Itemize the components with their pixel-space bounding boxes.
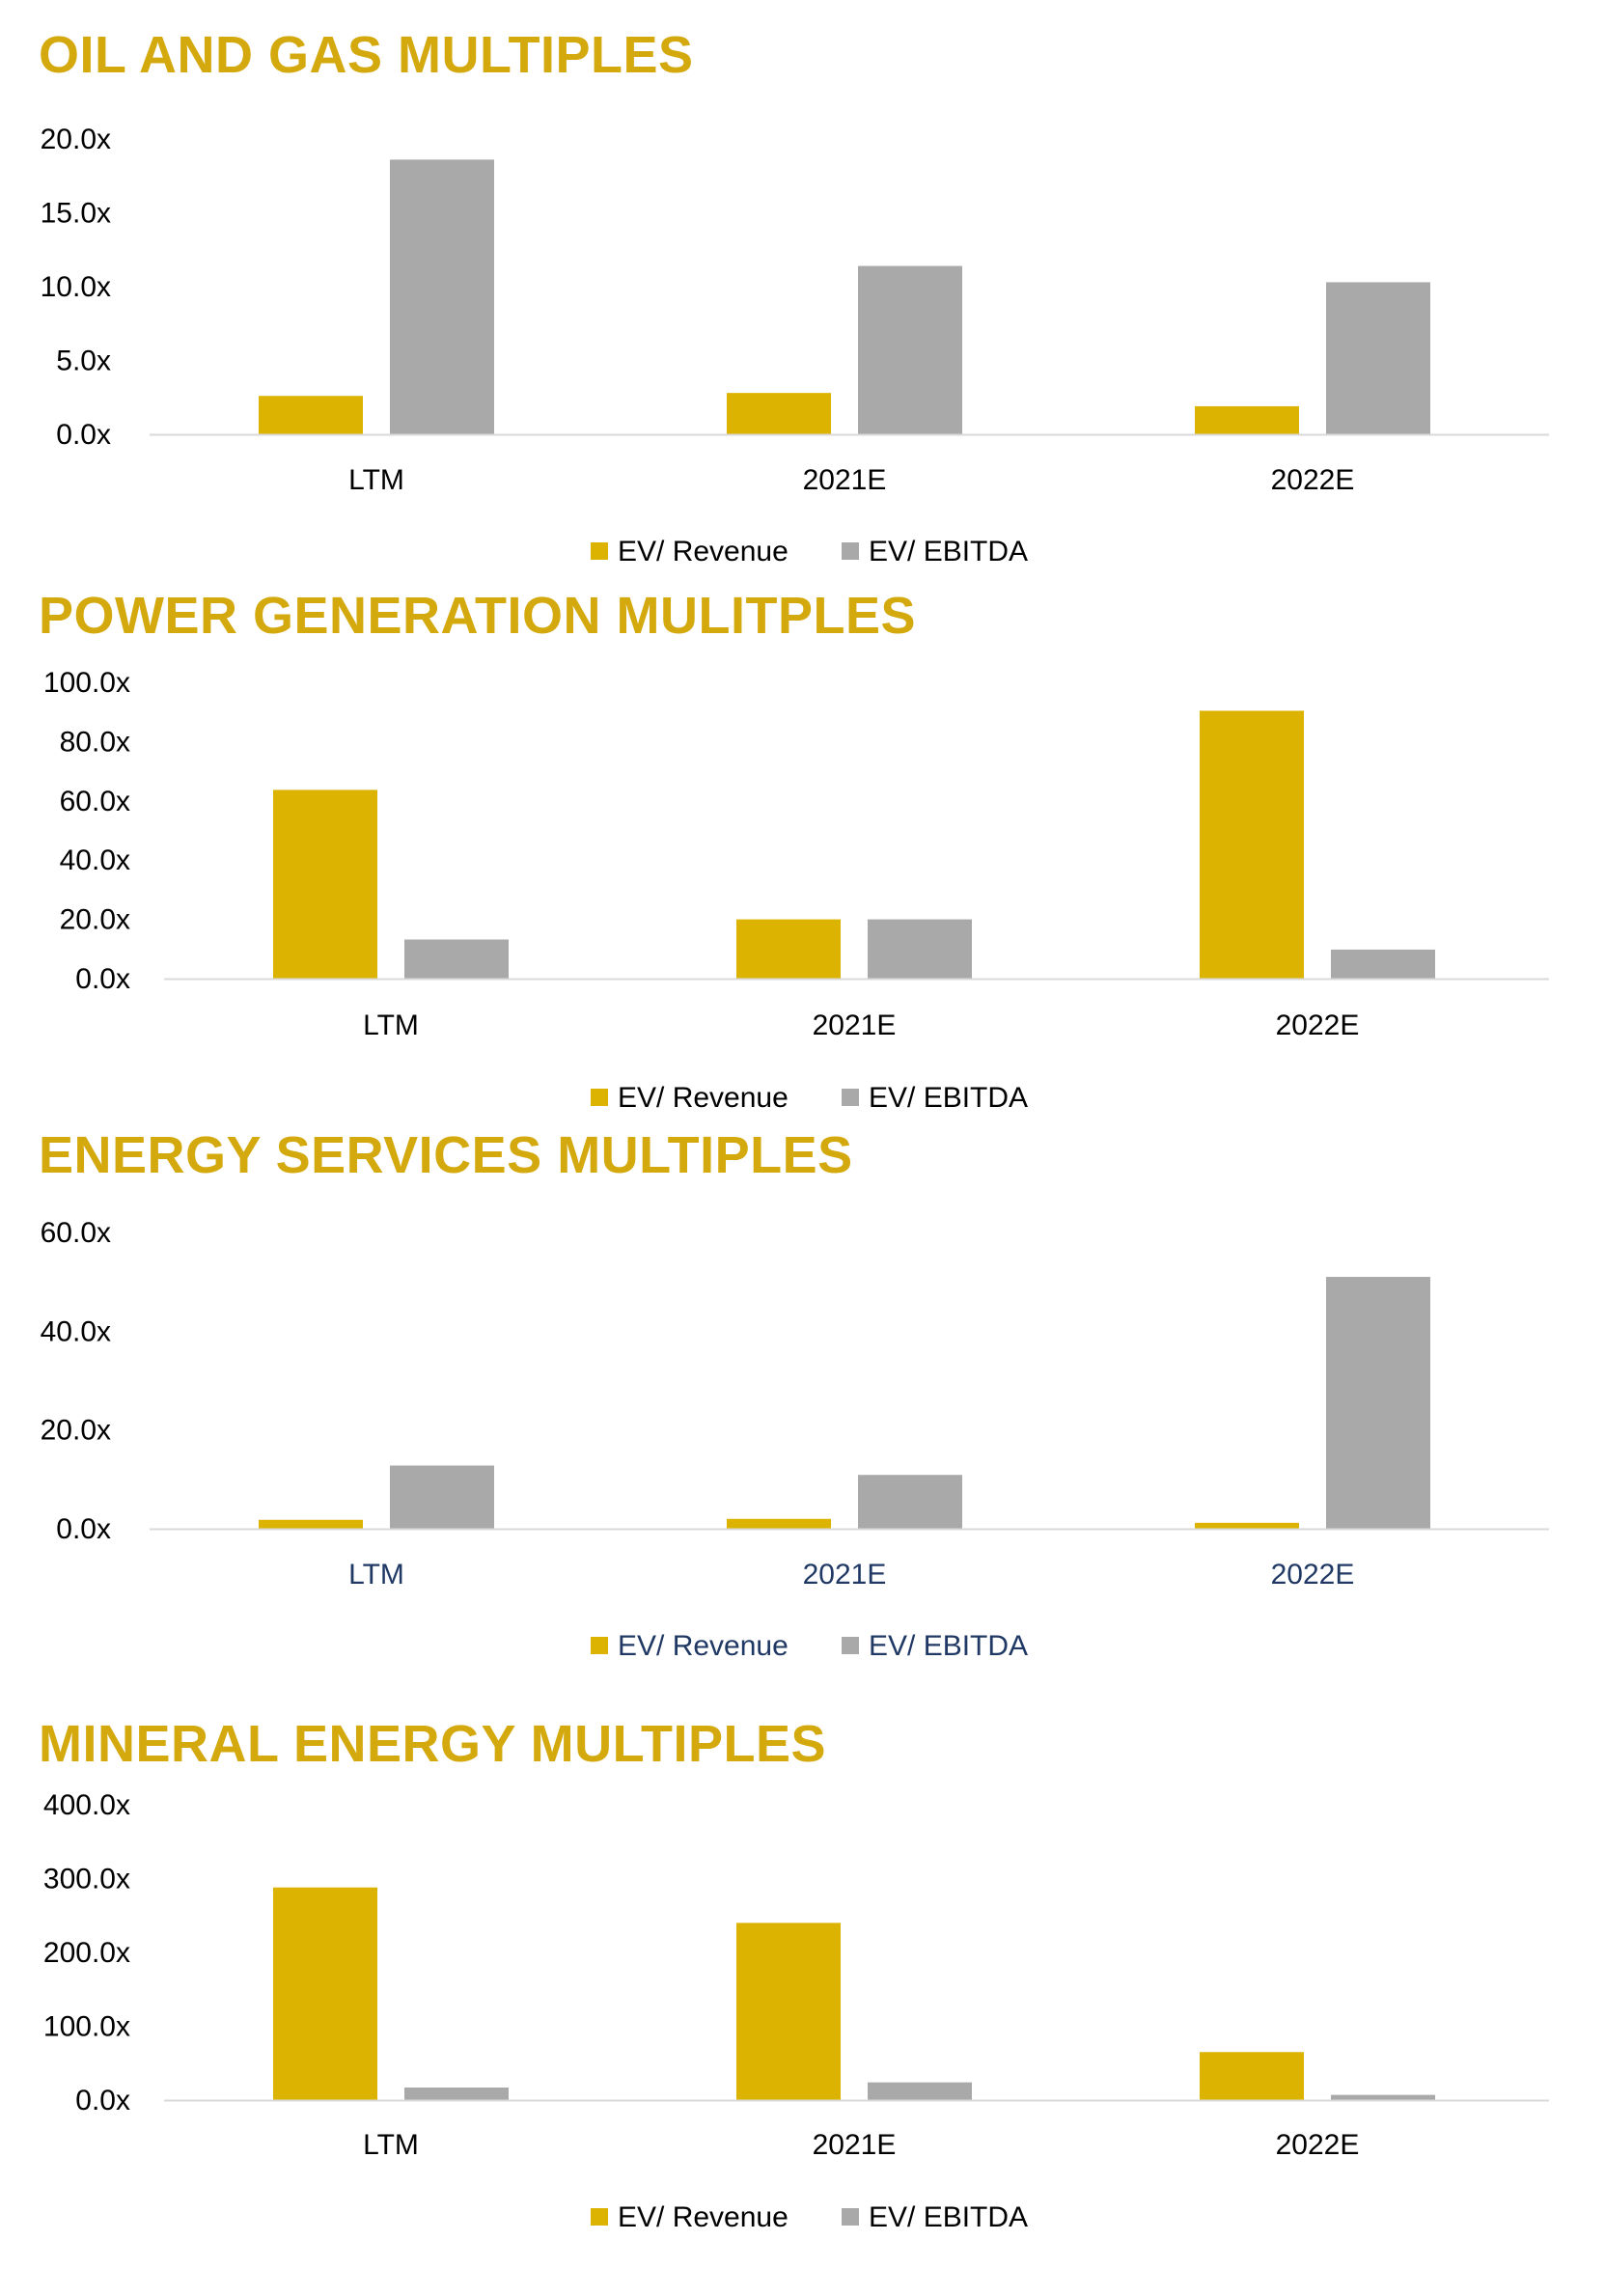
x-category-label: 2022E: [1276, 2129, 1360, 2161]
oil-gas-multiples-chart: 0.0x 5.0x 10.0x 15.0x 20.0x LTM 2021E 2022E EV/ …: [41, 124, 1549, 567]
legend-swatch: [591, 1637, 608, 1654]
bar-ev-revenue-2022e: [1200, 2052, 1304, 2100]
chart-title-oil-gas: OIL AND GAS MULTIPLES: [39, 26, 694, 84]
legend-label: EV/ Revenue: [618, 2201, 789, 2233]
bar-ev-ebitda-ltm: [404, 939, 509, 979]
bar-ev-revenue-2021e: [736, 919, 841, 979]
legend-label: EV/ Revenue: [618, 536, 789, 567]
x-category-label: LTM: [363, 2129, 419, 2161]
legend-label: EV/ EBITDA: [869, 1630, 1028, 1662]
y-tick-label: 5.0x: [56, 346, 111, 377]
legend-swatch: [591, 2208, 608, 2226]
legend-label: EV/ Revenue: [618, 1082, 789, 1114]
chart-title-mineral-energy: MINERAL ENERGY MULTIPLES: [39, 1715, 827, 1773]
x-category-label: 2021E: [813, 1010, 897, 1041]
bar-ev-ebitda-ltm: [404, 2087, 509, 2100]
x-category-label: 2021E: [803, 1559, 887, 1591]
y-tick-label: 40.0x: [60, 844, 130, 876]
y-tick-label: 20.0x: [41, 124, 111, 155]
bar-ev-ebitda-2021e: [868, 2082, 972, 2100]
y-tick-label: 0.0x: [75, 963, 130, 995]
bar-ev-revenue-2022e: [1195, 405, 1299, 434]
bar-ev-ebitda-2021e: [858, 1475, 962, 1529]
legend-swatch: [591, 1089, 608, 1106]
y-tick-label: 200.0x: [43, 1937, 130, 1969]
x-category-label: 2022E: [1271, 464, 1355, 496]
bar-ev-revenue-2021e: [727, 1518, 831, 1529]
y-tick-label: 60.0x: [60, 786, 130, 817]
y-tick-label: 20.0x: [60, 904, 130, 936]
y-tick-label: 15.0x: [41, 198, 111, 230]
y-tick-label: 40.0x: [41, 1315, 111, 1347]
legend-swatch: [842, 2208, 859, 2226]
x-category-label: LTM: [348, 464, 404, 496]
bar-ev-ebitda-2022e: [1331, 2094, 1435, 2100]
y-tick-label: 20.0x: [41, 1415, 111, 1447]
legend-swatch: [591, 542, 608, 560]
legend-label: EV/ EBITDA: [869, 1082, 1028, 1114]
legend-swatch: [842, 1637, 859, 1654]
legend-label: EV/ Revenue: [618, 1630, 789, 1662]
bar-ev-revenue-2022e: [1195, 1522, 1299, 1529]
mineral-energy-multiples-chart: 0.0x 100.0x 200.0x 300.0x 400.0x LTM 2021E 2022…: [43, 1789, 1549, 2233]
bar-ev-ebitda-2021e: [858, 265, 962, 434]
y-tick-label: 100.0x: [43, 2011, 130, 2043]
y-tick-label: 10.0x: [41, 271, 111, 303]
legend-swatch: [842, 1089, 859, 1106]
bar-ev-revenue-ltm: [273, 1887, 377, 2100]
y-tick-label: 60.0x: [41, 1217, 111, 1249]
chart-title-energy-services: ENERGY SERVICES MULTIPLES: [39, 1126, 853, 1184]
y-tick-label: 400.0x: [43, 1789, 130, 1821]
bar-ev-revenue-2021e: [736, 1923, 841, 2100]
x-category-label: 2021E: [813, 2129, 897, 2161]
bar-ev-revenue-ltm: [259, 1519, 363, 1529]
x-category-label: 2022E: [1271, 1559, 1355, 1591]
bar-ev-revenue-ltm: [273, 789, 377, 979]
y-tick-label: 100.0x: [43, 667, 130, 699]
x-category-label: 2022E: [1276, 1010, 1360, 1041]
x-category-label: LTM: [363, 1010, 419, 1041]
legend-label: EV/ EBITDA: [869, 2201, 1028, 2233]
y-tick-label: 0.0x: [56, 1513, 111, 1545]
bar-ev-ebitda-ltm: [390, 1465, 494, 1529]
bar-ev-revenue-2021e: [727, 393, 831, 434]
y-tick-label: 0.0x: [75, 2085, 130, 2116]
legend-swatch: [842, 542, 859, 560]
x-category-label: LTM: [348, 1559, 404, 1591]
x-category-label: 2021E: [803, 464, 887, 496]
bar-ev-revenue-ltm: [259, 396, 363, 434]
bar-ev-ebitda-2022e: [1326, 1277, 1430, 1529]
legend-label: EV/ EBITDA: [869, 536, 1028, 567]
bar-ev-revenue-2022e: [1200, 710, 1304, 979]
y-tick-label: 0.0x: [56, 419, 111, 451]
bar-ev-ebitda-2021e: [868, 919, 972, 979]
chart-title-power-generation: POWER GENERATION MULITPLES: [39, 587, 917, 645]
bar-ev-ebitda-2022e: [1326, 282, 1430, 434]
y-tick-label: 80.0x: [60, 726, 130, 758]
y-tick-label: 300.0x: [43, 1864, 130, 1895]
bar-ev-ebitda-2022e: [1331, 949, 1435, 979]
power-generation-multiples-chart: 0.0x 20.0x 40.0x 60.0x 80.0x 100.0x LTM 2021E 20…: [43, 667, 1549, 1114]
energy-services-multiples-chart: 0.0x 20.0x 40.0x 60.0x LTM 2021E 2022E EV/ Reve…: [41, 1217, 1549, 1662]
bar-ev-ebitda-ltm: [390, 159, 494, 435]
